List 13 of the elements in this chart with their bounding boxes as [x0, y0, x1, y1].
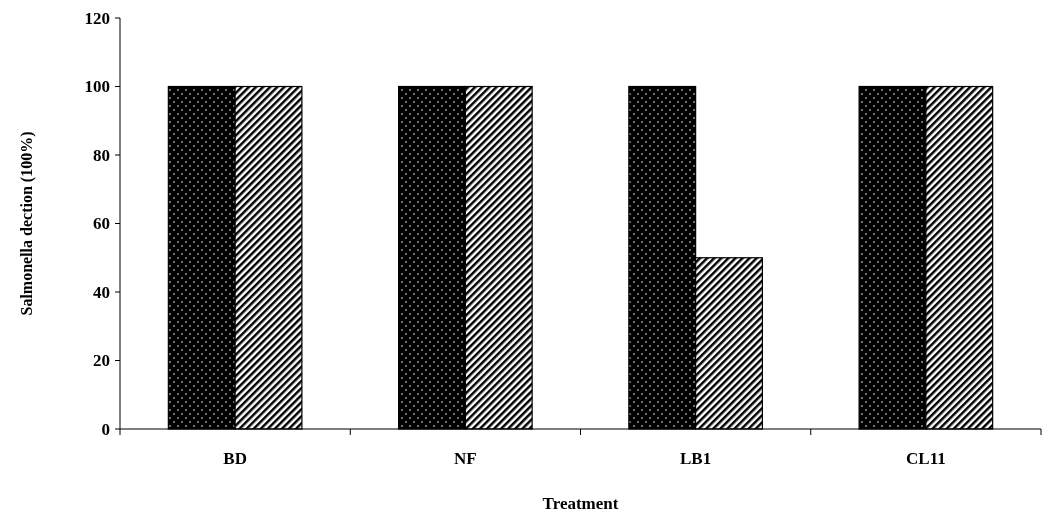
x-tick-label: CL11	[906, 449, 946, 468]
x-tick-label: BD	[223, 449, 247, 468]
y-tick-label: 40	[93, 282, 110, 302]
y-tick-label: 60	[93, 214, 110, 234]
y-tick-label: 80	[93, 145, 110, 165]
y-axis-title: Salmonella dection (100%)	[18, 131, 36, 316]
y-tick-label: 100	[84, 77, 110, 97]
x-tick-label: LB1	[680, 449, 712, 468]
y-tick-label: 20	[93, 351, 110, 371]
y-tick-label: 0	[101, 419, 110, 439]
y-tick-label: 120	[84, 8, 110, 28]
x-tick-label: NF	[454, 449, 477, 468]
x-axis-title: Treatment	[542, 494, 619, 513]
